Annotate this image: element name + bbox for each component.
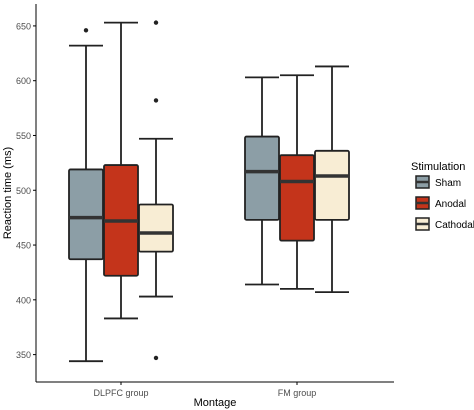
outlier-sham-dlpfc-group-0: [83, 28, 89, 33]
y-tick-label-350: 350: [16, 350, 31, 360]
series-anodal: [103, 21, 315, 320]
y-tick-label-600: 600: [16, 76, 31, 86]
y-tick-label-450: 450: [16, 241, 31, 251]
legend-item-sham: Sham: [415, 175, 461, 189]
y-tick-label-550: 550: [16, 131, 31, 141]
outlier-cathodal-dlpfc-group-2: [153, 355, 159, 361]
box-cathodal-dlpfc-group: [138, 203, 174, 253]
series-cathodal: [138, 20, 350, 361]
box-cathodal-fm-group: [314, 149, 350, 221]
legend-item-anodal: Anodal: [415, 196, 466, 210]
legend: Stimulation Sham Anodal Cathodal: [411, 161, 474, 231]
y-axis-ticks: 350 400 450 500 550 600 650: [16, 21, 36, 360]
box-anodal-fm-group: [279, 154, 315, 242]
x-tick-label-fm-group: FM group: [278, 388, 317, 398]
x-axis-ticks: DLPFC group FM group: [93, 382, 316, 398]
y-tick-label-500: 500: [16, 186, 31, 196]
y-tick-label-650: 650: [16, 21, 31, 31]
legend-label-sham: Sham: [435, 178, 461, 189]
legend-title: Stimulation: [411, 161, 465, 173]
x-axis-title: Montage: [194, 397, 237, 409]
box-sham-fm-group: [244, 135, 280, 221]
outlier-cathodal-dlpfc-group-0: [153, 20, 159, 25]
plot-area: [68, 20, 350, 363]
legend-label-cathodal: Cathodal: [435, 220, 474, 231]
box-sham-dlpfc-group: [68, 168, 104, 261]
y-axis-title: Reaction time (ms): [2, 147, 14, 239]
series-sham: [68, 28, 280, 363]
y-tick-label-400: 400: [16, 295, 31, 305]
outlier-cathodal-dlpfc-group-1: [153, 98, 159, 103]
x-tick-label-dlpfc-group: DLPFC group: [93, 388, 148, 398]
legend-item-cathodal: Cathodal: [415, 217, 474, 231]
legend-label-anodal: Anodal: [435, 199, 466, 210]
